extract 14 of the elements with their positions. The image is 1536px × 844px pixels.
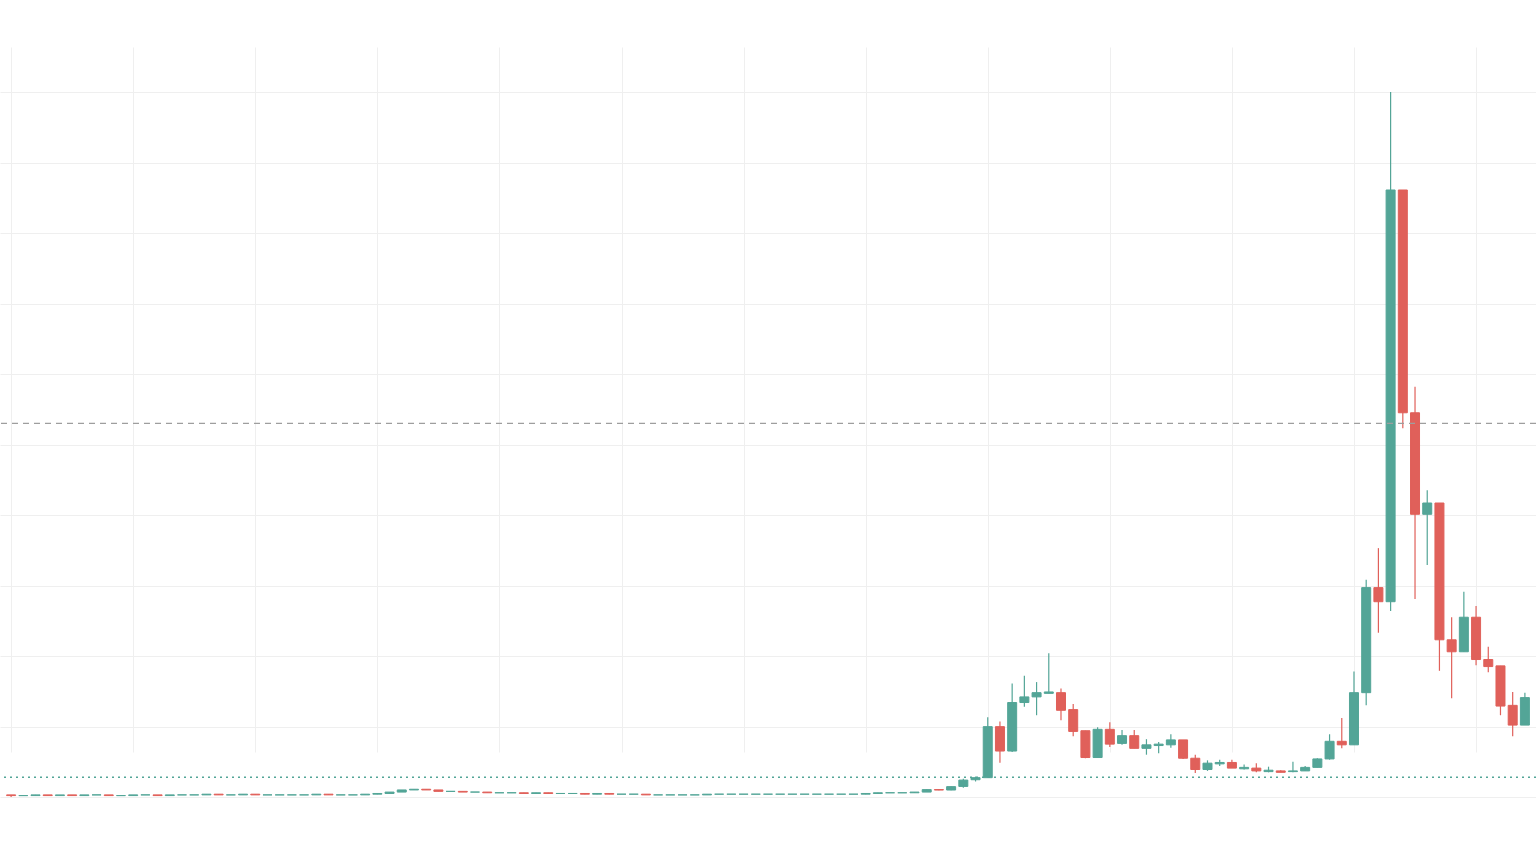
candlestick [1068,703,1079,737]
candlestick [1336,717,1347,749]
candlestick [1165,733,1176,749]
candlestick [1287,761,1298,773]
candlestick [1483,646,1494,673]
candlestick [1507,691,1518,737]
candlestick [1104,721,1115,748]
candlestick [1129,729,1140,749]
candlestick [1055,687,1066,721]
candlestick [1373,547,1384,634]
candlestick [1043,652,1054,694]
candlestick [1190,754,1201,774]
candlestick [1422,489,1433,566]
candlestick [1178,739,1189,760]
